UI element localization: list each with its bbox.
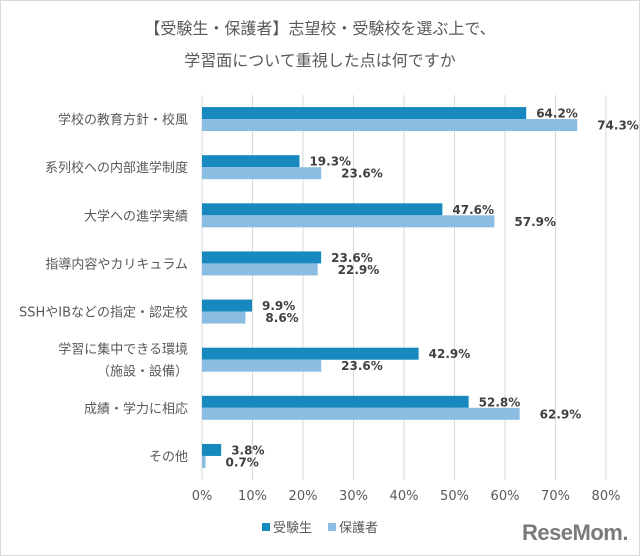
legend-label: 保護者 (339, 520, 378, 536)
x-tick-label: 60% (491, 489, 520, 504)
data-label: 23.6% (341, 359, 383, 373)
x-tick-label: 30% (339, 489, 368, 504)
data-label: 47.6% (452, 203, 494, 217)
bar-parent (202, 311, 246, 324)
chart-title-line-2: 学習面について重視した点は何ですか (184, 51, 456, 70)
data-label: 8.6% (265, 311, 298, 325)
data-label: 64.2% (536, 107, 578, 121)
data-label: 22.9% (338, 263, 380, 277)
category-label: 成績・学力に相応 (84, 401, 188, 417)
x-tick-label: 20% (289, 489, 318, 504)
legend-swatch (262, 523, 270, 531)
x-tick-label: 0% (192, 489, 213, 504)
x-tick-label: 50% (440, 489, 469, 504)
x-tick-label: 80% (592, 489, 621, 504)
data-label: 74.3% (597, 119, 639, 133)
data-label: 9.9% (262, 299, 295, 313)
bar-student (202, 299, 252, 312)
category-label: 指導内容やカリキュラム (45, 256, 188, 272)
data-label: 23.6% (341, 167, 383, 181)
x-tick-label: 10% (238, 489, 267, 504)
bar-parent (202, 359, 322, 372)
bar-parent (202, 167, 322, 180)
bar-parent (202, 407, 520, 420)
category-label: 学校の教育方針・校風 (58, 112, 188, 128)
bar-student (202, 203, 443, 216)
category-label: 系列校への内部進学制度 (45, 160, 188, 176)
category-label: SSHやIBなどの指定・認定校 (19, 305, 188, 321)
data-label: 23.6% (331, 251, 373, 265)
bar-student (202, 251, 322, 264)
bar-student (202, 155, 300, 168)
category-label: その他 (149, 450, 188, 465)
category-label: （施設・設備） (97, 364, 188, 380)
x-tick-label: 40% (390, 489, 419, 504)
category-label: 学習に集中できる環境 (58, 342, 188, 358)
data-label: 57.9% (514, 215, 556, 229)
bar-student (202, 107, 527, 120)
bar-parent (202, 119, 578, 132)
resemom-logo: ReseMom. (521, 520, 629, 545)
bar-parent (202, 455, 206, 468)
data-label: 0.7% (226, 455, 259, 469)
category-label: 大学への進学実績 (84, 208, 188, 224)
chart-title-line-1: 【受験生・保護者】志望校・受験校を選ぶ上で、 (144, 19, 496, 38)
x-tick-label: 70% (541, 489, 570, 504)
data-label: 42.9% (429, 347, 471, 361)
bar-parent (202, 215, 495, 228)
bar-student (202, 347, 419, 360)
legend-label: 受験生 (273, 521, 312, 536)
bar-student (202, 443, 222, 456)
data-label: 3.8% (231, 443, 264, 457)
bar-student (202, 395, 469, 408)
legend-swatch (328, 523, 336, 531)
data-label: 62.9% (540, 407, 582, 421)
bar-parent (202, 263, 318, 276)
data-label: 52.8% (479, 395, 521, 409)
data-label: 19.3% (309, 155, 351, 169)
